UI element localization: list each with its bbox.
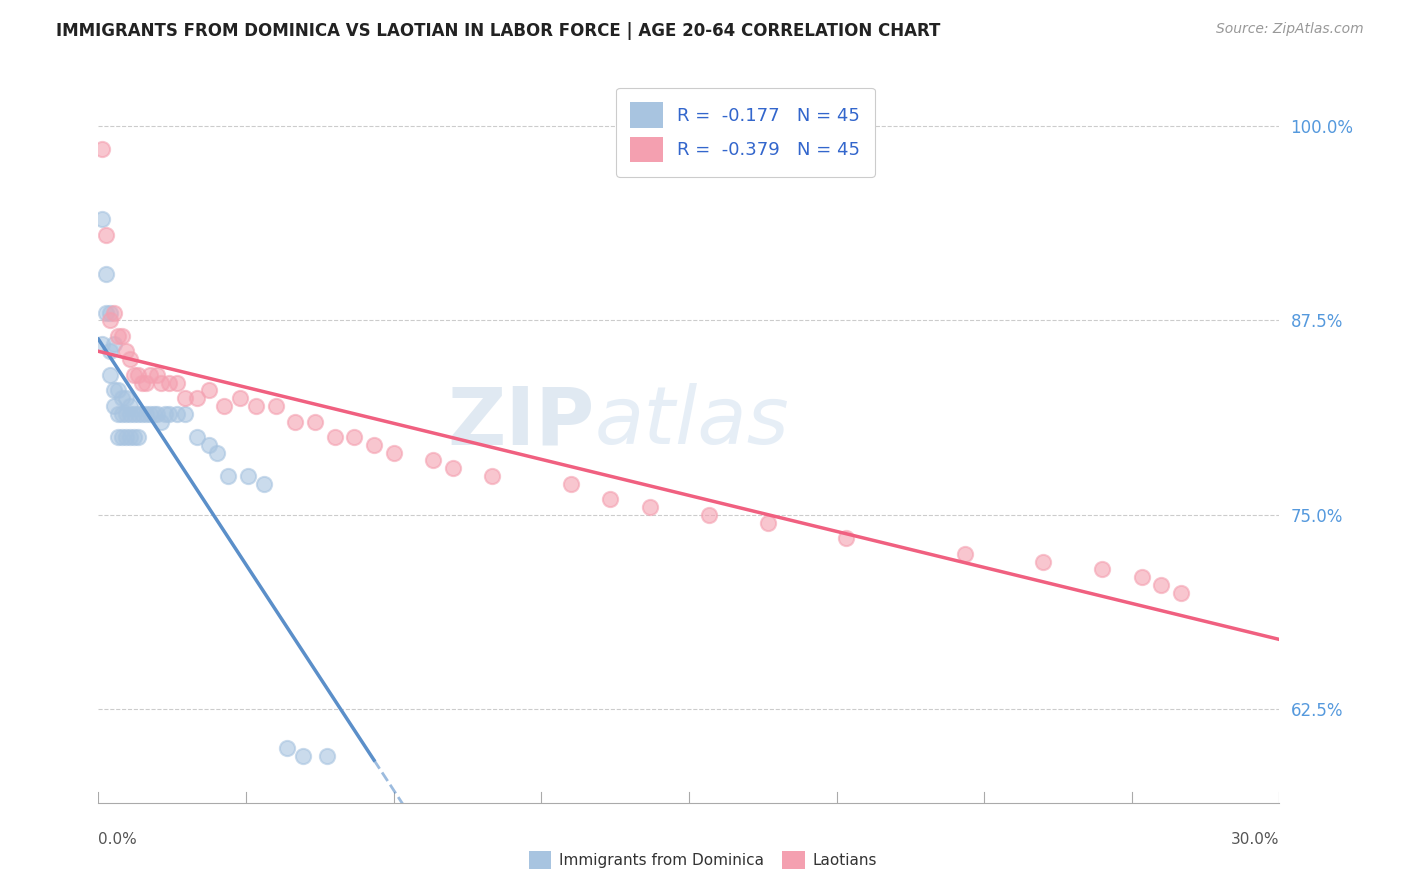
Point (118, 352, 141, 367)
Point (122, 368, 145, 382)
Point (127, 407, 149, 421)
Point (127, 368, 149, 382)
Point (155, 407, 177, 421)
Point (284, 415, 307, 429)
Point (118, 430, 141, 444)
Point (363, 438, 385, 452)
Point (107, 407, 129, 421)
Point (599, 492, 621, 507)
Point (135, 407, 157, 421)
Point (107, 329, 129, 343)
Point (111, 430, 134, 444)
Point (91, 142, 114, 156)
Text: Source: ZipAtlas.com: Source: ZipAtlas.com (1216, 22, 1364, 37)
Point (229, 391, 252, 405)
Point (146, 368, 169, 382)
Point (107, 430, 129, 444)
Point (638, 500, 661, 515)
Point (122, 407, 145, 421)
Point (111, 391, 134, 405)
Point (174, 391, 197, 405)
Point (481, 469, 503, 483)
Point (214, 399, 236, 413)
Legend: R =  -0.177   N = 45, R =  -0.379   N = 45: R = -0.177 N = 45, R = -0.379 N = 45 (616, 87, 875, 177)
Point (166, 407, 188, 421)
Point (304, 415, 326, 429)
Point (1170, 585, 1192, 599)
Point (98, 313, 121, 327)
Point (107, 384, 129, 398)
Point (217, 469, 239, 483)
Point (315, 749, 337, 764)
Point (115, 407, 138, 421)
Point (245, 399, 267, 413)
Point (756, 516, 779, 530)
Point (174, 407, 197, 421)
Point (382, 445, 405, 459)
Point (122, 430, 145, 444)
Point (422, 453, 444, 467)
Point (103, 384, 125, 398)
Point (103, 336, 125, 351)
Point (115, 344, 138, 359)
Point (111, 407, 134, 421)
Point (115, 391, 138, 405)
Point (441, 461, 464, 475)
Point (1032, 555, 1054, 569)
Point (150, 415, 173, 429)
Point (118, 407, 141, 421)
Point (98, 344, 121, 359)
Point (98, 305, 121, 319)
Point (697, 508, 720, 522)
Point (1150, 578, 1173, 592)
Point (560, 476, 582, 491)
Text: 30.0%: 30.0% (1232, 832, 1279, 847)
Point (96, 227, 118, 242)
Point (91, 212, 114, 227)
Point (146, 407, 169, 421)
Point (236, 469, 259, 483)
Point (131, 376, 153, 390)
Point (197, 384, 219, 398)
Point (157, 407, 180, 421)
Point (1130, 570, 1153, 584)
Legend: Immigrants from Dominica, Laotians: Immigrants from Dominica, Laotians (523, 845, 883, 875)
Point (131, 407, 153, 421)
Point (292, 749, 315, 764)
Point (91, 336, 114, 351)
Point (197, 438, 219, 452)
Point (343, 430, 366, 444)
Point (135, 376, 157, 390)
Point (1091, 562, 1114, 576)
Point (111, 329, 134, 343)
Point (835, 531, 858, 545)
Point (205, 445, 228, 459)
Point (323, 430, 346, 444)
Point (103, 305, 125, 319)
Point (96, 305, 118, 319)
Point (138, 368, 160, 382)
Point (103, 399, 125, 413)
Point (953, 547, 976, 561)
Point (138, 407, 160, 421)
Point (98, 368, 121, 382)
Text: IMMIGRANTS FROM DOMINICA VS LAOTIAN IN LABOR FORCE | AGE 20-64 CORRELATION CHART: IMMIGRANTS FROM DOMINICA VS LAOTIAN IN L… (56, 22, 941, 40)
Text: 0.0%: 0.0% (98, 832, 138, 847)
Point (115, 430, 138, 444)
Point (127, 430, 149, 444)
Point (166, 376, 188, 390)
Text: ZIP: ZIP (447, 384, 595, 461)
Point (186, 430, 208, 444)
Point (157, 376, 180, 390)
Point (118, 399, 141, 413)
Point (96, 267, 118, 281)
Point (186, 391, 208, 405)
Point (150, 376, 173, 390)
Text: atlas: atlas (595, 384, 789, 461)
Point (264, 399, 287, 413)
Point (142, 407, 165, 421)
Point (276, 741, 298, 756)
Point (253, 476, 276, 491)
